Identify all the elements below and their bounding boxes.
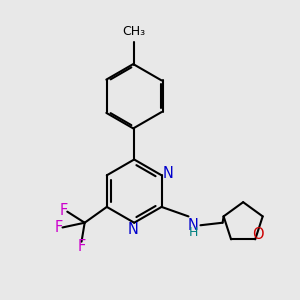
Text: N: N	[127, 222, 138, 237]
Text: H: H	[188, 226, 198, 239]
Text: F: F	[55, 220, 63, 235]
Text: O: O	[253, 227, 264, 242]
Text: N: N	[163, 166, 174, 181]
Text: F: F	[59, 202, 68, 217]
Text: F: F	[77, 239, 86, 254]
Text: N: N	[188, 218, 199, 233]
Text: CH₃: CH₃	[123, 25, 146, 38]
